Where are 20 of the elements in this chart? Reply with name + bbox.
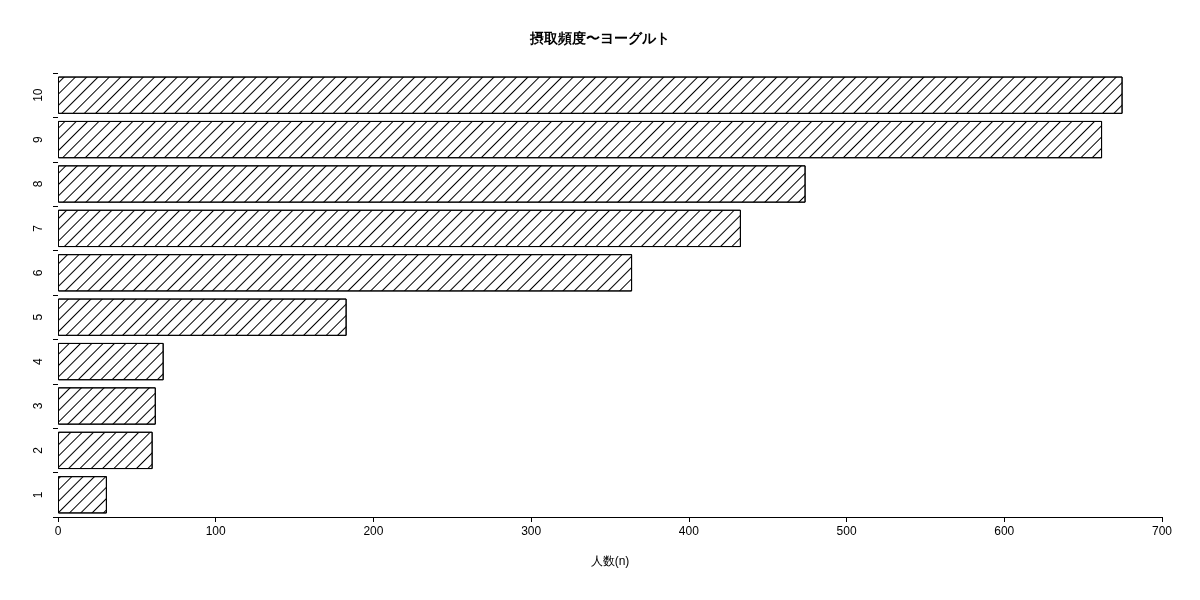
y-tick-label: 10 (31, 88, 45, 102)
y-tick-label: 1 (31, 491, 45, 499)
x-tick-label: 500 (836, 524, 857, 538)
x-tick-label: 400 (678, 524, 700, 538)
y-tick-label: 6 (31, 269, 45, 277)
y-tick-label: 5 (31, 313, 45, 321)
x-tick-label: 300 (521, 524, 542, 538)
chart-title: 摂取頻度〜ヨーグルト (529, 30, 670, 46)
y-tick-label: 3 (31, 402, 45, 410)
y-tick-label: 8 (31, 180, 45, 188)
x-tick-label: 200 (363, 524, 384, 538)
y-tick-label: 2 (31, 446, 45, 454)
x-tick-label: 100 (205, 524, 227, 538)
x-axis-title: 人数(n) (590, 554, 630, 568)
y-tick-label: 4 (31, 357, 45, 365)
y-tick-label: 7 (31, 224, 45, 232)
x-tick-label: 700 (1151, 524, 1173, 538)
x-tick-label: 0 (54, 524, 62, 538)
y-tick-label: 9 (31, 135, 45, 143)
x-tick-label: 600 (994, 524, 1015, 538)
